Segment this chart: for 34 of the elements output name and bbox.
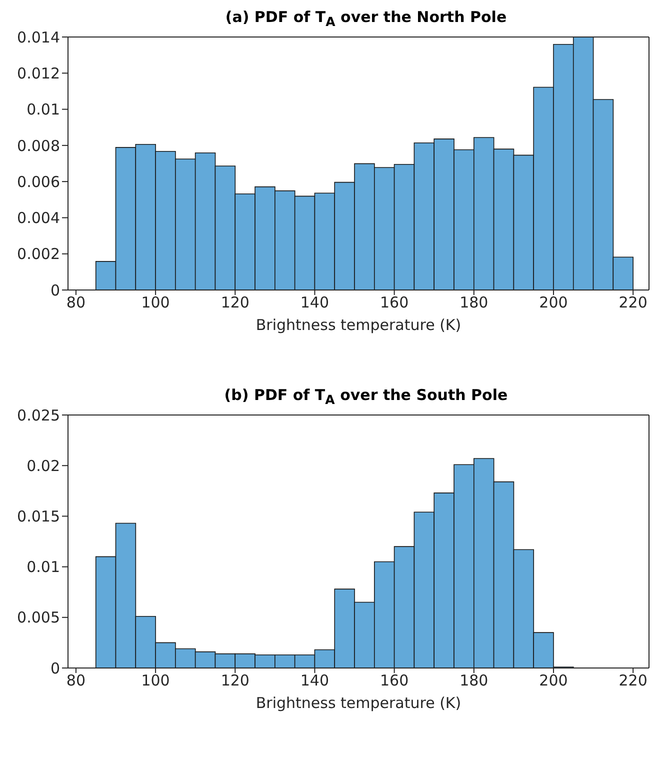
y-tick-label: 0 xyxy=(50,659,60,678)
y-tick-label: 0 xyxy=(50,281,60,300)
y-tick-label: 0.002 xyxy=(17,245,60,264)
y-tick-label: 0.025 xyxy=(17,406,60,424)
x-tick-label: 180 xyxy=(460,294,488,312)
chart-title: (a) PDF of T$_{A}$ over the North Pole xyxy=(224,8,508,30)
y-tick-label: 0.006 xyxy=(17,172,60,191)
x-tick-label: 80 xyxy=(66,672,86,690)
x-tick-label: 120 xyxy=(220,294,250,312)
y-tick-label: 0.005 xyxy=(17,608,60,627)
y-tick-label: 0.012 xyxy=(17,64,60,82)
x-tick-label: 200 xyxy=(539,672,568,690)
x-tick-label: 200 xyxy=(539,294,568,312)
x-tick-label: 120 xyxy=(220,672,250,690)
x-tick-label: 160 xyxy=(380,672,409,690)
x-tick-label: 100 xyxy=(141,294,170,312)
x-tick-label: 220 xyxy=(618,672,648,690)
y-tick-label: 0.01 xyxy=(26,558,60,576)
y-tick-label: 0.01 xyxy=(26,100,60,119)
x-tick-label: 140 xyxy=(300,294,330,312)
x-tick-label: 80 xyxy=(66,294,86,312)
y-tick-label: 0.015 xyxy=(17,508,60,526)
x-tick-label: 160 xyxy=(380,294,409,312)
x-tick-label: 140 xyxy=(300,672,330,690)
x-tick-label: 100 xyxy=(141,672,170,690)
y-tick-label: 0.008 xyxy=(17,136,60,155)
x-axis-title: Brightness temperature (K) xyxy=(256,316,462,334)
y-tick-label: 0.02 xyxy=(26,456,60,475)
y-tick-label: 0.014 xyxy=(17,28,60,46)
x-tick-label: 220 xyxy=(618,294,648,312)
x-tick-label: 180 xyxy=(460,672,488,690)
chart-title: (b) PDF of T$_{A}$ over the South Pole xyxy=(223,386,509,408)
x-axis-title: Brightness temperature (K) xyxy=(256,694,462,712)
y-tick-label: 0.004 xyxy=(17,209,60,228)
